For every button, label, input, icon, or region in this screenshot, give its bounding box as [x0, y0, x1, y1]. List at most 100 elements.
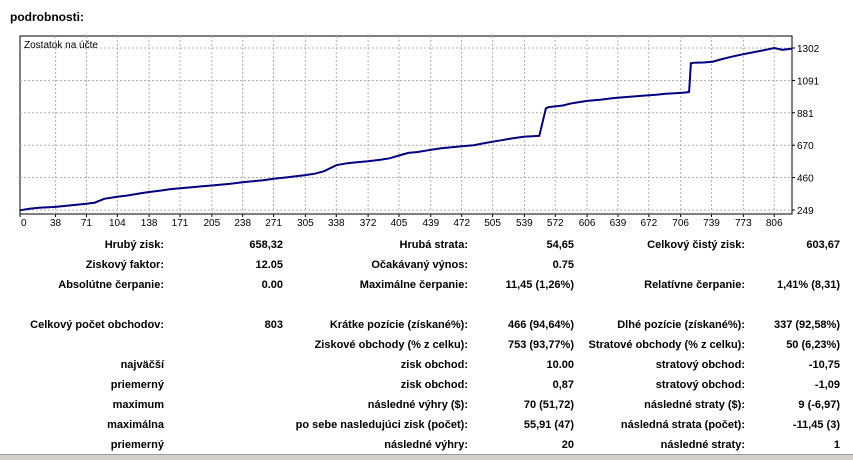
stat-label: Absolútne čerpanie: [58, 279, 164, 291]
stat-label: priemerný [110, 379, 164, 391]
stat-label: následné straty: [660, 439, 745, 451]
x-tick-label: 405 [391, 218, 408, 229]
stats-row: priemerný zisk obchod: 0,87 stratový obchod… [0, 376, 853, 396]
stats-row: Celkový počet obchodov: 803 Krátke pozície… [0, 316, 853, 336]
stats-row: Ziskové obchody (% z celku): 753 (93,77%)… [0, 336, 853, 356]
x-tick-label: 439 [422, 218, 439, 229]
x-tick-label: 539 [516, 218, 533, 229]
x-tick-label: 0 [21, 218, 27, 229]
y-tick-label: 460 [797, 174, 814, 185]
stat-value: 0,87 [552, 379, 574, 391]
stat-label: priemerný [110, 439, 164, 451]
stat-label: Stratové obchody (% z celku): [588, 339, 745, 351]
stat-value: 603,67 [806, 239, 840, 251]
stats-row: maximum následné výhry ($): 70 (51,72) násl… [0, 396, 853, 416]
x-tick-label: 739 [703, 218, 720, 229]
x-tick-label: 205 [203, 218, 220, 229]
stat-label: Ziskový faktor: [85, 259, 164, 271]
stats-row: Hrubý zisk: 658,32 Hrubá strata: 54,65 Celko… [0, 236, 853, 256]
stat-value: -1,09 [814, 379, 840, 391]
stat-value: 0.00 [261, 279, 283, 291]
stat-label: stratový obchod: [655, 359, 745, 371]
stat-label: Krátke pozície (získané%): [329, 319, 468, 331]
stats-row: Ziskový faktor: 12.05 Očakávaný výnos: 0.75 [0, 256, 853, 276]
y-tick-label: 881 [797, 109, 814, 120]
stat-label: Očakávaný výnos: [371, 259, 468, 271]
stat-label: najväčší [120, 359, 164, 371]
stat-label: Celkový čistý zisk: [647, 239, 745, 251]
y-tick-label: 1091 [797, 76, 820, 87]
x-tick-label: 472 [453, 218, 470, 229]
x-tick-label: 171 [172, 218, 189, 229]
x-tick-label: 38 [50, 218, 62, 229]
stat-label: Celkový počet obchodov: [30, 319, 164, 331]
x-tick-label: 773 [735, 218, 752, 229]
x-tick-label: 672 [640, 218, 657, 229]
stat-value: 753 (93,77%) [507, 339, 574, 351]
stat-label: následné výhry: [384, 439, 468, 451]
stat-value: 803 [264, 319, 283, 331]
stat-value: -10,75 [808, 359, 840, 371]
stat-label: po sebe nasledujúci zisk (počet): [295, 419, 468, 431]
bottom-tab-strip [0, 454, 853, 460]
x-tick-label: 104 [109, 218, 126, 229]
stat-value: 55,91 (47) [523, 419, 574, 431]
stat-value: 10.00 [546, 359, 574, 371]
stat-value: 50 (6,23%) [786, 339, 840, 351]
x-tick-label: 505 [484, 218, 501, 229]
stat-label: zisk obchod: [400, 359, 468, 371]
stat-label: maximálna [107, 419, 164, 431]
x-tick-label: 372 [360, 218, 377, 229]
stat-value: 54,65 [546, 239, 574, 251]
x-tick-label: 606 [579, 218, 596, 229]
stat-value: 466 (94,64%) [507, 319, 574, 331]
stat-label: Relatívne čerpanie: [644, 279, 745, 291]
x-tick-label: 305 [297, 218, 314, 229]
stat-value: 12.05 [255, 259, 283, 271]
stat-label: následné výhry ($): [367, 399, 468, 411]
x-tick-label: 338 [328, 218, 345, 229]
stat-label: Hrubý zisk: [104, 239, 164, 251]
x-tick-label: 706 [672, 218, 689, 229]
stat-label: stratový obchod: [655, 379, 745, 391]
stat-value: 337 (92,58%) [773, 319, 840, 331]
stat-value: 9 (-6,97) [798, 399, 840, 411]
x-tick-label: 238 [234, 218, 251, 229]
stat-value: 70 (51,72) [523, 399, 574, 411]
y-axis: 249 460 670 881 1091 1302 [792, 44, 820, 217]
stats-row: najväčší zisk obchod: 10.00 stratový obchod… [0, 356, 853, 376]
series-group [19, 46, 793, 212]
x-tick-label: 572 [547, 218, 564, 229]
stats-row [0, 296, 853, 316]
stat-value: 0.75 [552, 259, 574, 271]
x-tick-label: 71 [81, 218, 93, 229]
grid-lines [20, 36, 792, 214]
section-title: podrobnosti: [10, 10, 84, 24]
stat-value: 20 [561, 439, 574, 451]
stat-value: 11,45 (1,26%) [505, 279, 575, 291]
stats-row: Absolútne čerpanie: 0.00 Maximálne čerpani… [0, 276, 853, 296]
stat-label: Ziskové obchody (% z celku): [314, 339, 468, 351]
stat-value: 1,41% (8,31) [777, 279, 840, 291]
y-tick-label: 670 [797, 141, 814, 152]
balance-chart: Zostatok na účte 0 38 71 104 138 171 205 238 271… [19, 35, 820, 229]
x-tick-label: 806 [766, 218, 783, 229]
y-tick-label: 1302 [797, 44, 820, 55]
stat-value: -11,45 (3) [792, 419, 840, 431]
stats-row: priemerný následné výhry: 20 následné strat… [0, 436, 853, 456]
stat-label: Hrubá strata: [399, 239, 468, 251]
y-tick-label: 249 [797, 206, 814, 217]
stats-row: maximálna po sebe nasledujúci zisk (počet… [0, 416, 853, 436]
stat-label: následná strata (počet): [620, 419, 745, 431]
x-tick-label: 138 [141, 218, 158, 229]
stat-label: maximum [112, 399, 164, 411]
plot-area [19, 35, 793, 215]
stat-value: 658,32 [249, 239, 283, 251]
x-axis: 0 38 71 104 138 171 205 238 271 305 338 372 405 439 47… [19, 214, 783, 229]
x-tick-label: 271 [265, 218, 282, 229]
stat-label: Maximálne čerpanie: [359, 279, 468, 291]
x-tick-label: 639 [610, 218, 627, 229]
chart-title: Zostatok na účte [24, 40, 98, 51]
stat-value: 1 [833, 439, 840, 451]
balance-line [19, 46, 793, 212]
